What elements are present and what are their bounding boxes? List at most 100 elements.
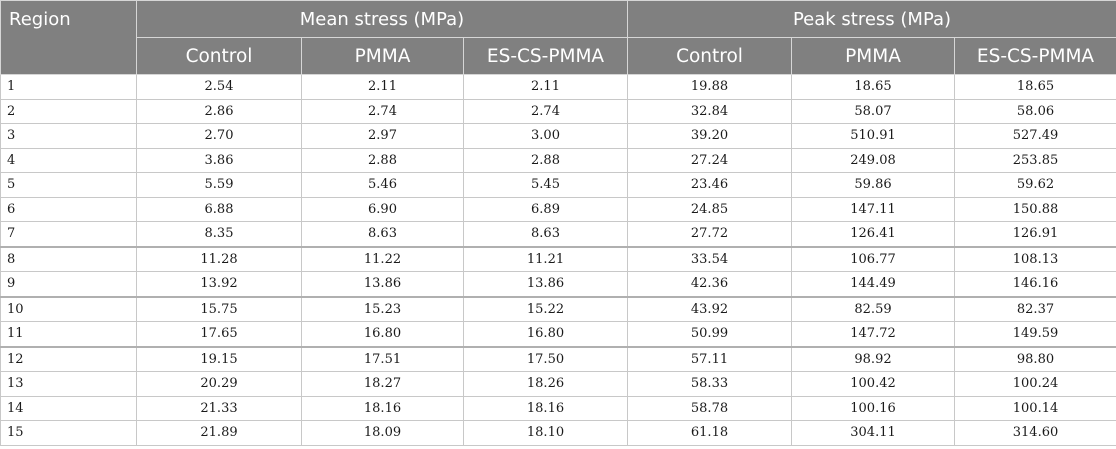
peak-es-cs-pmma-cell: 253.85	[953, 147, 1116, 173]
mean-es-cs-pmma-header: ES-CS-PMMA	[463, 37, 628, 75]
region-cell: 13	[0, 371, 137, 397]
peak-control-cell: 39.20	[627, 123, 792, 149]
table-row: 12 19.15 17.51 17.50 57.11 98.92 98.80	[0, 345, 1116, 372]
mean-control-cell: 21.89	[136, 420, 302, 446]
region-cell: 10	[0, 295, 137, 322]
region-cell: 8	[0, 245, 137, 272]
peak-pmma-cell: 59.86	[791, 172, 955, 198]
peak-pmma-cell: 249.08	[791, 147, 955, 173]
table-body: 1 2.54 2.11 2.11 19.88 18.65 18.65 2 2.86 2.74 2.7…	[0, 74, 1116, 446]
mean-control-cell: 5.59	[136, 172, 302, 198]
peak-pmma-cell: 100.16	[791, 395, 955, 421]
mean-es-cs-pmma-cell: 13.86	[463, 271, 628, 297]
region-cell: 11	[0, 321, 137, 347]
region-cell: 4	[0, 147, 137, 173]
peak-pmma-cell: 510.91	[791, 123, 955, 149]
peak-control-cell: 24.85	[627, 196, 792, 222]
region-cell: 7	[0, 221, 137, 247]
mean-control-cell: 8.35	[136, 221, 302, 247]
peak-pmma-cell: 147.11	[791, 196, 955, 222]
region-cell: 1	[0, 74, 137, 100]
region-cell: 15	[0, 420, 137, 446]
table-row: 1 2.54 2.11 2.11 19.88 18.65 18.65	[0, 74, 1116, 100]
mean-pmma-cell: 2.11	[301, 74, 464, 100]
mean-es-cs-pmma-cell: 18.16	[463, 395, 628, 421]
mean-control-cell: 6.88	[136, 196, 302, 222]
peak-es-cs-pmma-cell: 146.16	[953, 271, 1116, 297]
peak-es-cs-pmma-cell: 314.60	[953, 420, 1116, 446]
peak-pmma-cell: 126.41	[791, 221, 955, 247]
peak-control-cell: 32.84	[627, 98, 792, 124]
region-cell: 2	[0, 98, 137, 124]
table-row: 15 21.89 18.09 18.10 61.18 304.11 314.60	[0, 420, 1116, 446]
table-row: 7 8.35 8.63 8.63 27.72 126.41 126.91	[0, 221, 1116, 247]
mean-pmma-cell: 6.90	[301, 196, 464, 222]
mean-control-cell: 17.65	[136, 321, 302, 347]
peak-control-cell: 27.72	[627, 221, 792, 247]
peak-es-cs-pmma-cell: 18.65	[953, 74, 1116, 100]
peak-control-header: Control	[627, 37, 792, 75]
peak-es-cs-pmma-cell: 126.91	[953, 221, 1116, 247]
peak-es-cs-pmma-cell: 59.62	[953, 172, 1116, 198]
peak-es-cs-pmma-cell: 150.88	[953, 196, 1116, 222]
mean-control-header: Control	[136, 37, 302, 75]
region-cell: 6	[0, 196, 137, 222]
region-cell: 5	[0, 172, 137, 198]
mean-pmma-cell: 8.63	[301, 221, 464, 247]
mean-es-cs-pmma-cell: 2.74	[463, 98, 628, 124]
peak-pmma-cell: 106.77	[791, 245, 955, 272]
peak-pmma-cell: 82.59	[791, 295, 955, 322]
mean-control-cell: 21.33	[136, 395, 302, 421]
region-cell: 14	[0, 395, 137, 421]
table-row: 10 15.75 15.23 15.22 43.92 82.59 82.37	[0, 295, 1116, 322]
mean-pmma-header: PMMA	[301, 37, 464, 75]
peak-pmma-header: PMMA	[791, 37, 955, 75]
peak-pmma-cell: 58.07	[791, 98, 955, 124]
region-cell: 3	[0, 123, 137, 149]
header-row-subcolumns: Control PMMA ES-CS-PMMA Control PMMA ES-…	[1, 37, 1116, 75]
peak-es-cs-pmma-cell: 100.24	[953, 371, 1116, 397]
region-cell: 9	[0, 271, 137, 297]
peak-es-cs-pmma-cell: 149.59	[953, 321, 1116, 347]
peak-stress-group-header: Peak stress (MPa)	[626, 0, 1116, 38]
peak-control-cell: 50.99	[627, 321, 792, 347]
table-row: 4 3.86 2.88 2.88 27.24 249.08 253.85	[0, 147, 1116, 173]
mean-es-cs-pmma-cell: 2.88	[463, 147, 628, 173]
region-cell: 12	[0, 345, 137, 372]
peak-control-cell: 61.18	[627, 420, 792, 446]
peak-control-cell: 57.11	[627, 345, 792, 372]
peak-pmma-cell: 304.11	[791, 420, 955, 446]
mean-control-cell: 2.70	[136, 123, 302, 149]
peak-es-cs-pmma-header: ES-CS-PMMA	[953, 37, 1116, 75]
mean-pmma-cell: 2.74	[301, 98, 464, 124]
peak-pmma-cell: 98.92	[791, 345, 955, 372]
mean-es-cs-pmma-cell: 6.89	[463, 196, 628, 222]
table-row: 11 17.65 16.80 16.80 50.99 147.72 149.59	[0, 321, 1116, 347]
peak-control-cell: 23.46	[627, 172, 792, 198]
table-row: 6 6.88 6.90 6.89 24.85 147.11 150.88	[0, 196, 1116, 222]
header-row-groups: Region Mean stress (MPa) Peak stress (MP…	[0, 0, 1116, 75]
mean-pmma-cell: 15.23	[301, 295, 464, 322]
mean-pmma-cell: 18.16	[301, 395, 464, 421]
mean-control-cell: 19.15	[136, 345, 302, 372]
peak-control-cell: 19.88	[627, 74, 792, 100]
table-row: 14 21.33 18.16 18.16 58.78 100.16 100.14	[0, 395, 1116, 421]
mean-pmma-cell: 18.27	[301, 371, 464, 397]
peak-es-cs-pmma-cell: 527.49	[953, 123, 1116, 149]
table-header: Region Mean stress (MPa) Peak stress (MP…	[0, 0, 1116, 75]
mean-es-cs-pmma-cell: 3.00	[463, 123, 628, 149]
mean-es-cs-pmma-cell: 18.26	[463, 371, 628, 397]
peak-control-cell: 27.24	[627, 147, 792, 173]
table-row: 2 2.86 2.74 2.74 32.84 58.07 58.06	[0, 98, 1116, 124]
mean-control-cell: 2.86	[136, 98, 302, 124]
mean-pmma-cell: 17.51	[301, 345, 464, 372]
peak-control-cell: 58.33	[627, 371, 792, 397]
peak-es-cs-pmma-cell: 100.14	[953, 395, 1116, 421]
peak-es-cs-pmma-cell: 98.80	[953, 345, 1116, 372]
table-row: 3 2.70 2.97 3.00 39.20 510.91 527.49	[0, 123, 1116, 149]
peak-pmma-cell: 100.42	[791, 371, 955, 397]
peak-control-cell: 58.78	[627, 395, 792, 421]
mean-es-cs-pmma-cell: 5.45	[463, 172, 628, 198]
mean-control-cell: 20.29	[136, 371, 302, 397]
